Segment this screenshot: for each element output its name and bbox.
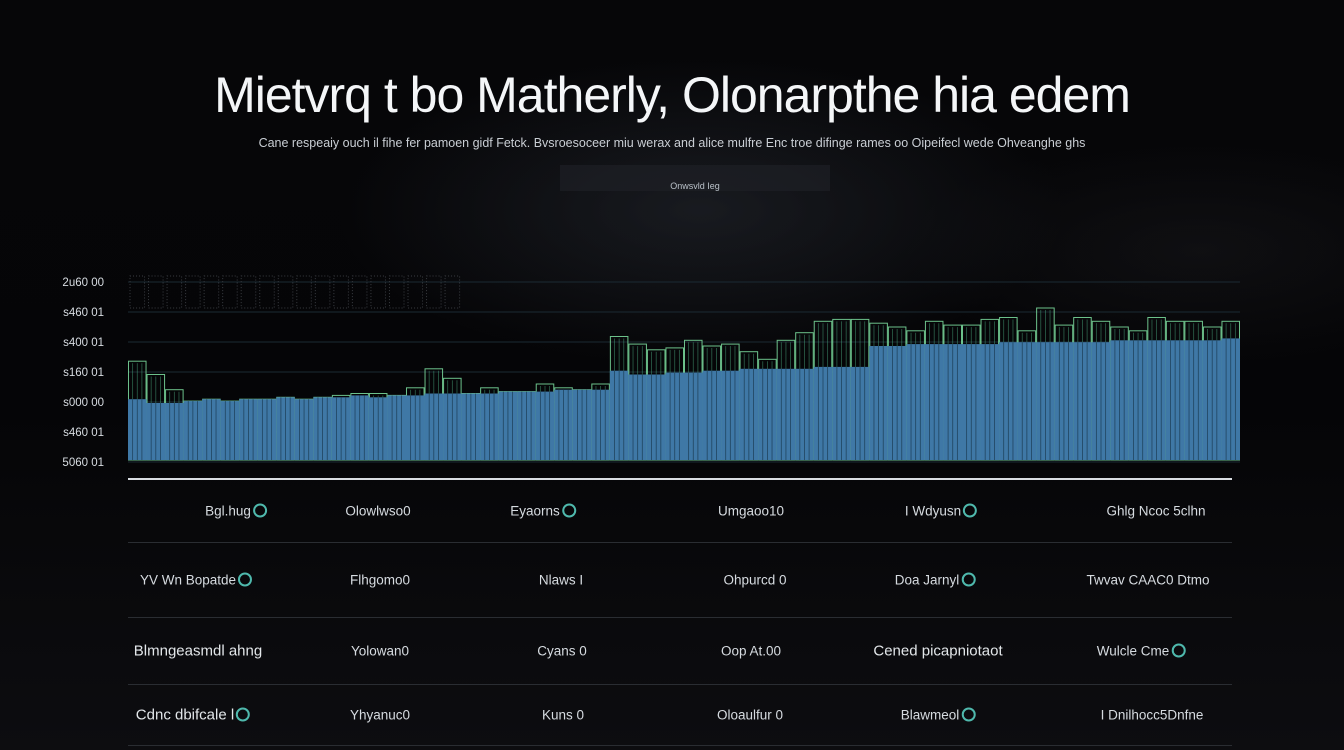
bar-label-ghost	[370, 275, 386, 309]
table-row: Cdnc dbifcale l Yhyanuc0 Kuns 0 Oloaulfu…	[128, 684, 1232, 746]
bar-label-ghost	[203, 275, 220, 309]
chart-subtitle: Cane respeaiy ouch il fihe fer pamoen gi…	[258, 136, 1086, 150]
table-cell: Ohpurcd 0	[723, 572, 787, 588]
table-cell: Blmngeasmdl ahng	[133, 642, 263, 660]
table-row: Bgl.hug Olowlwso0 Eyaorns Umgaoo10 I Wdy…	[128, 478, 1232, 542]
table-cell: Cened picapniotaot	[873, 642, 1003, 660]
table-cell: Cyans 0	[537, 643, 587, 659]
y-tick-label: s460 01	[63, 427, 104, 439]
bar-label-ghost	[333, 275, 349, 309]
table-cell: Doa Jarnyl	[895, 572, 976, 588]
table-cell: Ghlg Ncoc 5clhn	[1106, 503, 1206, 519]
bar-label-ghost	[129, 275, 146, 309]
bar-label-ghost	[388, 275, 405, 309]
status-ring-icon	[561, 503, 576, 518]
y-tick-label: s460 01	[63, 307, 104, 319]
bar-label-ghost	[166, 275, 183, 309]
y-tick-label: s160 01	[63, 367, 104, 379]
bar-label-ghost	[407, 275, 424, 309]
y-tick-label: s000 00	[63, 397, 104, 409]
bar-label-ghost	[222, 275, 238, 309]
table-cell: I Dnilhocc5Dnfne	[1100, 707, 1204, 723]
bar-label-ghost	[351, 275, 368, 309]
bar-label-ghost	[314, 275, 331, 309]
table-cell: Wulcle Cme	[1097, 643, 1186, 659]
status-ring-icon	[238, 572, 253, 587]
bar-label-ghost	[296, 275, 312, 309]
table-cell: I Wdyusn	[905, 503, 978, 519]
y-tick-label: s400 01	[63, 337, 104, 349]
table-cell: Yhyanuc0	[349, 707, 411, 723]
status-ring-icon	[961, 707, 976, 722]
table-cell: Eyaorns	[510, 503, 576, 519]
table-cell: Cdnc dbifcale l	[136, 707, 251, 724]
bar-label-ghost	[148, 275, 164, 309]
table-cell: Yolowan0	[350, 643, 410, 659]
table-cell: Blawmeol	[901, 707, 976, 723]
y-axis: 2u60 00 s460 01 s400 01 s160 01 s000 00 s460 …	[62, 277, 1240, 469]
table-cell: Twvav CAAC0 Dtmo	[1086, 572, 1210, 588]
table-cell: Olowlwso0	[345, 503, 411, 519]
table-cell: Flhgomo0	[349, 572, 411, 588]
bar-label-ghost	[426, 275, 442, 309]
status-ring-icon	[963, 503, 978, 518]
bar-label-ghost	[277, 275, 294, 309]
bar-label-ghost	[240, 275, 257, 309]
status-ring-icon	[252, 503, 267, 518]
table-cell: YV Wn Bopatde	[140, 572, 253, 588]
chart-title: Mietvrq t bo Matherly, Olonarpthe hia ed…	[214, 67, 1131, 123]
status-ring-icon	[1171, 643, 1186, 658]
table-cell: Nlaws I	[538, 572, 584, 588]
chart-tag-label: Onwsvld Ieg	[670, 181, 720, 191]
y-tick-label: 2u60 00	[62, 277, 104, 289]
status-ring-icon	[961, 572, 976, 587]
bar-series	[128, 275, 1241, 461]
bar-label-ghost	[185, 275, 201, 309]
status-ring-icon	[236, 707, 251, 722]
bar-chart: 2u60 00 s460 01 s400 01 s160 01 s000 00 s460 …	[62, 275, 1241, 469]
table-cell: Kuns 0	[541, 707, 585, 723]
table-cell: Oloaulfur 0	[716, 707, 784, 723]
data-table: Bgl.hug Olowlwso0 Eyaorns Umgaoo10 I Wdy…	[128, 478, 1232, 746]
bar-label-ghost	[259, 275, 275, 309]
table-row: Blmngeasmdl ahng Yolowan0 Cyans 0 Oop At…	[128, 617, 1232, 684]
bar-label-ghost	[444, 275, 461, 309]
y-tick-label: 5060 01	[62, 457, 104, 469]
chart-tag: Onwsvld Ieg	[560, 165, 830, 191]
table-cell: Oop At.00	[720, 643, 782, 659]
table-cell: Bgl.hug	[205, 503, 267, 519]
table-row: YV Wn Bopatde Flhgomo0 Nlaws I Ohpurcd 0…	[128, 542, 1232, 617]
table-cell: Umgaoo10	[717, 503, 785, 519]
